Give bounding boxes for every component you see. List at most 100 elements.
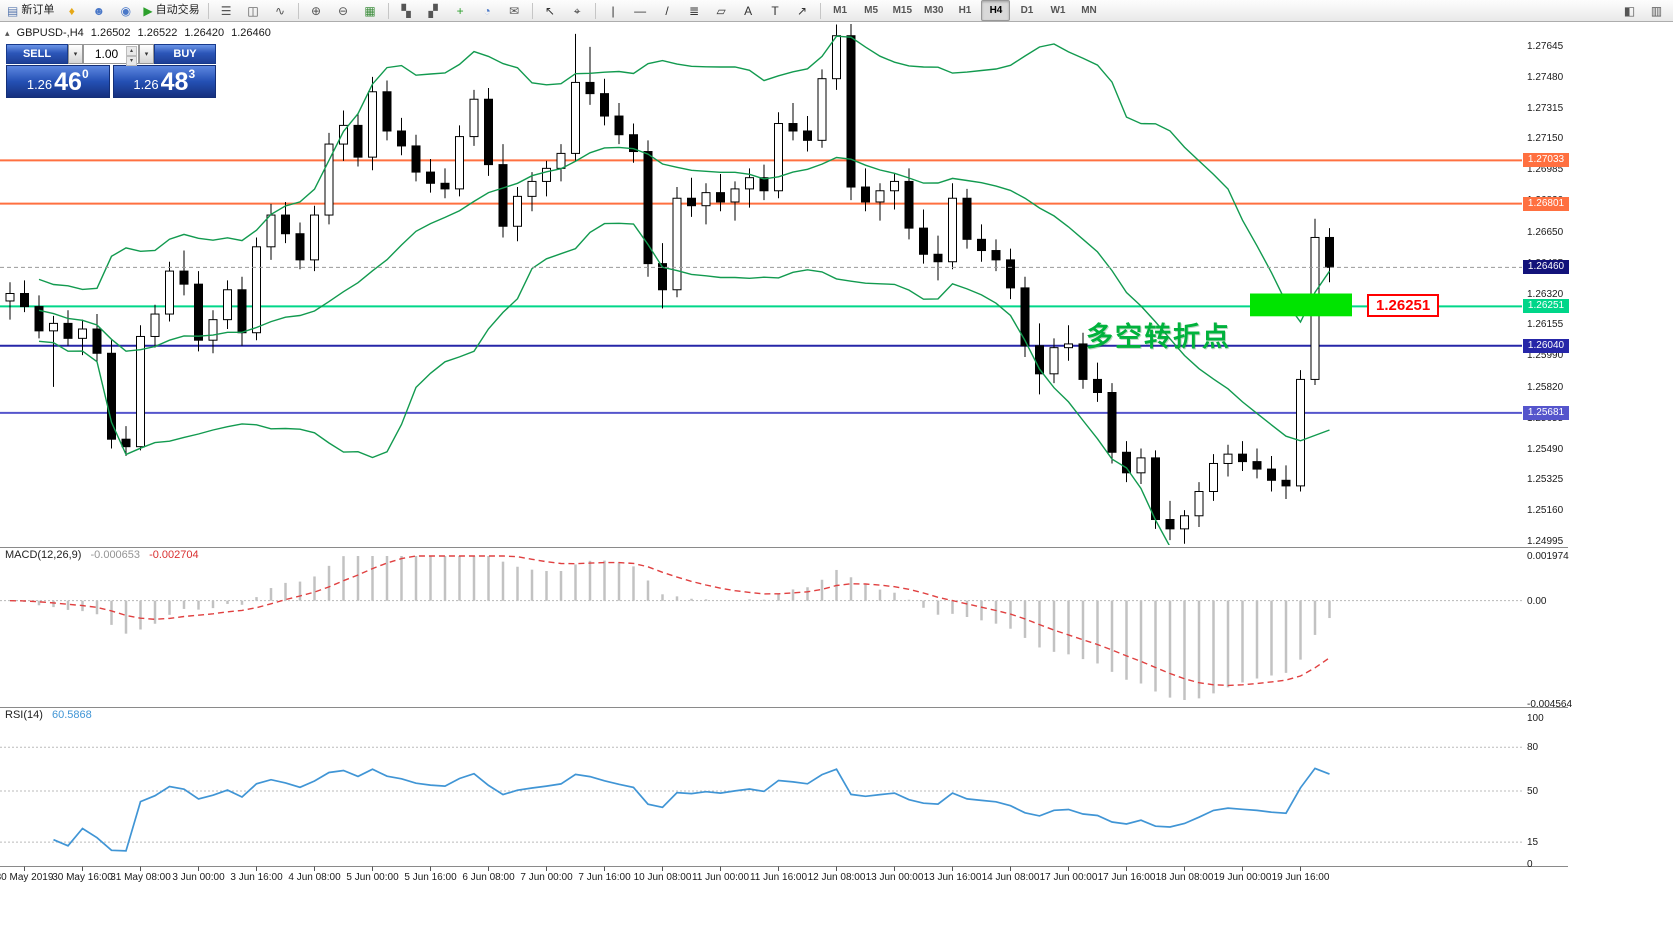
candle-body: [585, 81, 595, 95]
candle-body: [368, 91, 377, 158]
candle-body: [1078, 343, 1088, 380]
zoom-out-button[interactable]: ⊖: [331, 0, 356, 21]
grid-button[interactable]: ▦: [358, 0, 383, 21]
announcement-button[interactable]: ♦: [59, 0, 84, 21]
line-chart-type-button[interactable]: ∿: [268, 0, 293, 21]
label-tool-button[interactable]: T: [763, 0, 788, 21]
shapes-tool-button[interactable]: ▱: [709, 0, 734, 21]
candle: [310, 205, 319, 272]
account-button[interactable]: ☻: [86, 0, 111, 21]
volume-input[interactable]: [84, 45, 138, 63]
toolbar-separator: [297, 2, 299, 19]
candle-body: [281, 214, 290, 235]
time-axis[interactable]: [0, 867, 1568, 887]
candle-body: [933, 253, 943, 263]
zoom-in-button[interactable]: ⊕: [304, 0, 329, 21]
candle-body: [498, 164, 508, 227]
candle-body: [1107, 392, 1117, 453]
timeframe-h4-button[interactable]: H4: [981, 0, 1011, 21]
sell-price-point: 0: [81, 67, 89, 81]
candle: [1281, 465, 1291, 499]
candle-body: [1252, 461, 1262, 470]
timeframe-m30-button[interactable]: M30: [924, 4, 944, 16]
cursor-tool-button[interactable]: ↖: [538, 0, 563, 21]
sell-price-button[interactable]: 1.26 46 0: [6, 65, 110, 98]
arrows-tool-button[interactable]: ↗: [790, 0, 815, 21]
macd-name: MACD(12,26,9): [5, 549, 82, 561]
sell-button[interactable]: SELL: [6, 44, 68, 64]
candle: [614, 102, 624, 145]
candle-body: [556, 152, 566, 169]
turning-point-annotation: 多空转折点: [1086, 322, 1231, 353]
timeframe-m1-button[interactable]: M1: [833, 4, 848, 16]
bollinger-middle-band: [38, 146, 1330, 442]
candle-body: [484, 98, 493, 166]
macd-main-value: -0.000653: [90, 549, 141, 561]
new-order-button[interactable]: ▤ 新订单: [4, 0, 57, 21]
community-button[interactable]: ◉: [113, 0, 138, 21]
candle: [1107, 383, 1117, 464]
toolbar-separator: [594, 2, 596, 19]
chart-profile-button[interactable]: ▥: [1644, 0, 1669, 21]
cascade-windows-button[interactable]: ▞: [421, 0, 446, 21]
candle-body: [803, 130, 812, 141]
volume-decrease-button[interactable]: ▾: [126, 56, 137, 66]
candle: [774, 112, 783, 199]
candle: [687, 177, 696, 217]
buy-dropdown-button[interactable]: ▾: [139, 44, 154, 64]
candle-body: [223, 289, 232, 321]
candle-body: [774, 123, 783, 192]
buy-price-button[interactable]: 1.26 48 3: [112, 65, 216, 98]
text-tool-button[interactable]: A: [736, 0, 761, 21]
candle-body: [78, 328, 87, 339]
volume-field: ▴ ▾: [83, 44, 139, 66]
candle: [368, 76, 377, 171]
candle-body: [846, 35, 856, 188]
horizontal-line-tool-button[interactable]: ―: [628, 0, 653, 21]
crosshair-tool-button[interactable]: ⌖: [565, 0, 590, 21]
volume-stepper: ▴ ▾: [126, 46, 137, 66]
trendline-tool-button[interactable]: /: [655, 0, 680, 21]
buy-button[interactable]: BUY: [154, 44, 216, 64]
candle: [455, 125, 464, 197]
fibonacci-tool-button[interactable]: ≣: [682, 0, 707, 21]
candle: [890, 173, 899, 210]
rsi-name: RSI(14): [5, 709, 43, 721]
timeframe-m15-button[interactable]: M15: [892, 4, 913, 16]
candle-body: [1223, 453, 1233, 464]
vertical-line-tool-button[interactable]: |: [601, 0, 626, 21]
candle: [194, 271, 203, 352]
one-click-collapse-icon[interactable]: ▴: [5, 27, 10, 38]
candle-body: [63, 322, 73, 339]
candle-body: [919, 227, 928, 255]
candle: [339, 110, 348, 161]
tile-windows-button[interactable]: ▚: [394, 0, 419, 21]
candle-body: [469, 98, 479, 138]
sell-dropdown-button[interactable]: ▾: [68, 44, 83, 64]
cascade-windows-icon: ▞: [428, 3, 438, 18]
new-chart-button[interactable]: +: [448, 0, 473, 21]
price-scale[interactable]: [1522, 22, 1568, 867]
candle-body: [20, 293, 29, 308]
timeframe-d1-button[interactable]: D1: [1020, 4, 1034, 16]
timeframe-h1-button[interactable]: H1: [958, 4, 972, 16]
timeframe-m5-button[interactable]: M5: [864, 4, 879, 16]
candle: [991, 239, 1001, 272]
autotrading-button[interactable]: ▶ 自动交易: [140, 0, 202, 21]
volume-increase-button[interactable]: ▴: [126, 46, 137, 56]
candle-body: [136, 335, 145, 448]
bar-chart-type-button[interactable]: ☰: [214, 0, 239, 21]
candle-chart-type-button[interactable]: ◫: [241, 0, 266, 21]
chart-shift-button[interactable]: ◧: [1617, 0, 1642, 21]
candle: [397, 117, 406, 156]
candle-body: [1281, 479, 1291, 487]
timeframe-w1-button[interactable]: W1: [1050, 4, 1066, 16]
history-center-button[interactable]: ◔: [475, 0, 500, 21]
timeframe-mn-button[interactable]: MN: [1081, 4, 1097, 16]
candle: [1064, 325, 1073, 361]
strategy-tester-button[interactable]: ✉: [502, 0, 527, 21]
candle: [1223, 444, 1233, 477]
candle: [861, 168, 870, 212]
candle-body: [1296, 378, 1305, 487]
